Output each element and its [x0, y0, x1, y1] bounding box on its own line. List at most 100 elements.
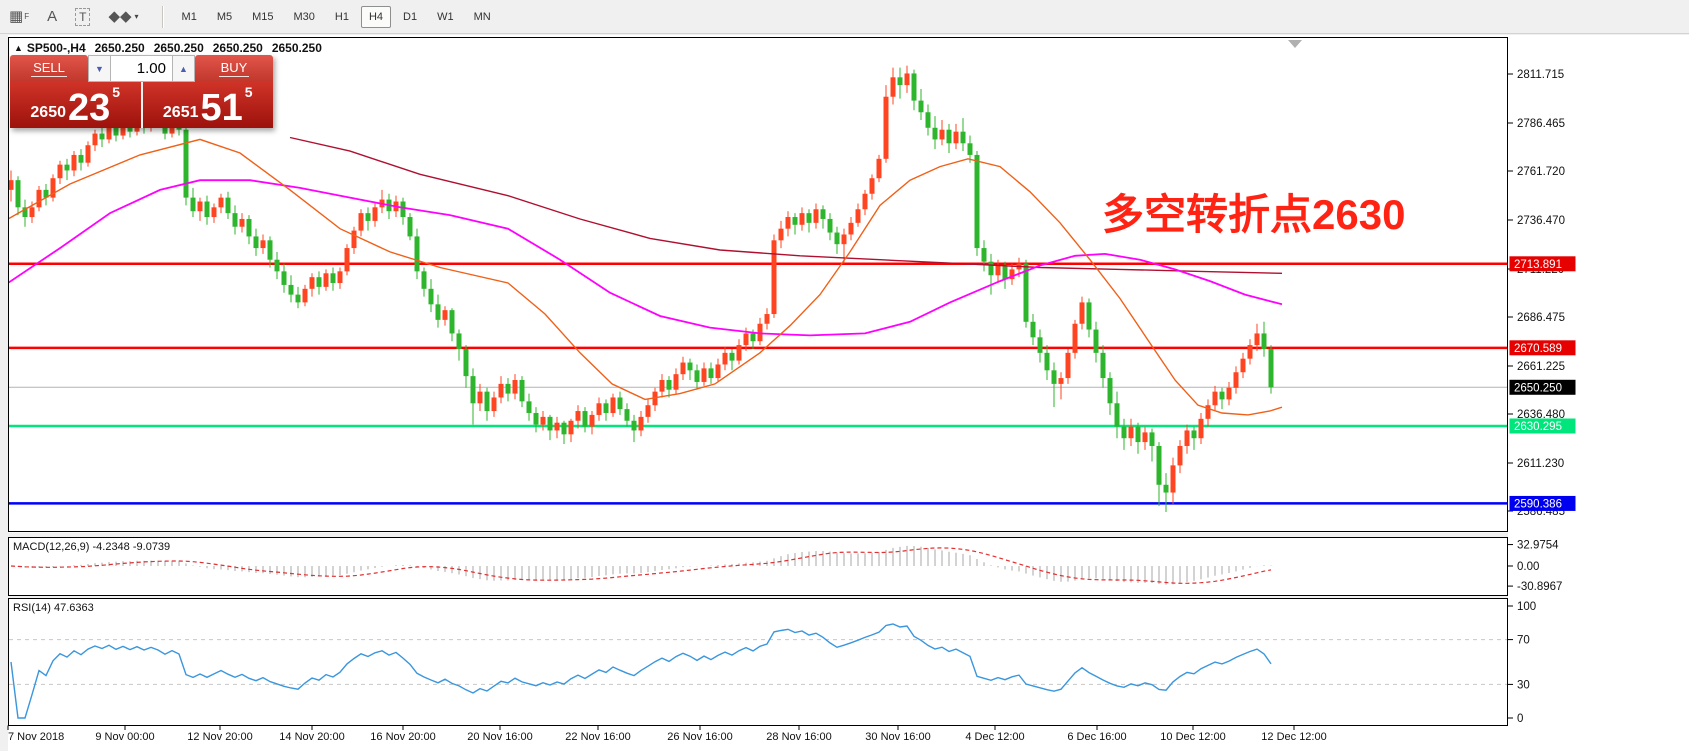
price-tag-label: 2713.891 [1514, 259, 1562, 271]
price-tag-2713.891 [1509, 256, 1576, 272]
candle-body [946, 129, 952, 144]
candle-body [918, 100, 924, 113]
candle-body [855, 209, 861, 223]
candle-body [463, 348, 469, 377]
quote-close: 2650.250 [271, 41, 322, 55]
timeframe-button-m15[interactable]: M15 [252, 10, 274, 23]
candle-body [22, 207, 28, 218]
candle-body [813, 209, 819, 223]
ma-slow-darkred [289, 136, 1283, 274]
timeframe-button-w1[interactable]: W1 [437, 10, 454, 23]
time-axis-label: 4 Dec 12:00 [965, 731, 1025, 743]
quote-open: 2650.250 [94, 41, 145, 55]
candle-body [547, 416, 553, 431]
macd-pane[interactable] [8, 537, 1508, 596]
candle-body [974, 154, 980, 249]
macd-histogram [17, 545, 1272, 585]
candle-body [323, 273, 329, 287]
candles-group[interactable] [9, 65, 1274, 512]
timeframe-button-mn[interactable]: MN [473, 10, 491, 23]
buy-button[interactable]: BUY [195, 55, 273, 82]
candle-body [939, 129, 945, 140]
timeframe-button-m30[interactable]: M30 [293, 10, 315, 23]
timeframe-button-h4[interactable]: H4 [360, 5, 392, 28]
sell-button[interactable]: SELL [10, 55, 88, 82]
timeframe-button-m5[interactable]: M5 [216, 10, 233, 23]
candle-body [106, 125, 112, 140]
price-tick-label: 2661.225 [1517, 361, 1565, 373]
candle-body [1198, 418, 1204, 439]
candle-body [1044, 352, 1050, 371]
chart-shift-marker-icon[interactable] [1288, 40, 1302, 48]
dropdown-arrow-icon[interactable]: ▾ [134, 11, 139, 21]
timeframe-button-d1[interactable]: D1 [403, 10, 418, 23]
candle-body [778, 228, 784, 241]
volume-increase-button[interactable]: ▲ [172, 55, 195, 82]
pane-divider[interactable] [8, 532, 1508, 538]
buy-price-base: 2651 [162, 104, 199, 121]
candle-body [582, 411, 588, 427]
sell-price-big: 23 [68, 86, 111, 129]
candle-body [316, 277, 322, 287]
candle-body [120, 123, 126, 136]
candle-body [337, 271, 343, 283]
candle-body [9, 180, 14, 190]
macd-signal-line [10, 547, 1272, 584]
buy-price-big: 51 [200, 86, 243, 129]
macd-value-main: -4.2348 [92, 541, 130, 553]
volume-decrease-button[interactable]: ▼ [88, 55, 111, 82]
candle-body [484, 391, 490, 412]
rsi-tick-label: 0 [1517, 713, 1523, 725]
timeframe-button-m1[interactable]: M1 [181, 10, 197, 23]
time-axis-label: 12 Dec 12:00 [1261, 731, 1327, 743]
candle-body [1261, 333, 1267, 349]
candle-body [1086, 302, 1092, 330]
macd-tick-label: 32.9754 [1517, 540, 1559, 552]
candle-body [442, 310, 448, 320]
price-tick-label: 2786.465 [1517, 118, 1565, 130]
candle-body [869, 178, 875, 194]
candle-body [785, 217, 791, 229]
candle-body [617, 397, 623, 410]
symbol-triangle-icon: ▲ [14, 43, 23, 53]
candle-body [1170, 465, 1176, 493]
candle-body [841, 234, 847, 245]
quote-high: 2650.250 [153, 41, 204, 55]
timeframe-button-h1[interactable]: H1 [334, 10, 349, 23]
candle-body [43, 189, 49, 198]
chart-annotation-text: 多空转折点2630 [1102, 191, 1406, 238]
volume-input[interactable]: 1.00 [111, 55, 172, 82]
tick-chart-icon[interactable]: ▦ F [9, 7, 30, 25]
price-tick-label: 2636.480 [1517, 409, 1565, 421]
shapes-icon[interactable]: ◆◆ ▾ [108, 7, 139, 25]
ma-medium-magenta [9, 179, 1283, 337]
candle-body [281, 271, 287, 285]
candle-body [183, 129, 189, 198]
text-box-icon[interactable]: T [71, 6, 94, 28]
candle-body [1254, 333, 1260, 346]
candle-body [659, 380, 665, 392]
time-axis-label: 10 Dec 12:00 [1160, 731, 1226, 743]
rsi-line [10, 623, 1272, 719]
candle-body [1002, 265, 1008, 280]
rsi-pane[interactable] [8, 598, 1508, 726]
buy-price[interactable]: 2651 51 5 [142, 82, 273, 129]
candle-body [1247, 345, 1253, 359]
candle-body [1093, 329, 1099, 353]
candle-body [253, 236, 259, 249]
candle-body [400, 201, 406, 218]
candle-body [862, 193, 868, 210]
candle-body [701, 368, 707, 382]
candle-body [792, 217, 798, 225]
sell-price[interactable]: 2650 23 5 [10, 82, 143, 128]
candle-body [988, 261, 994, 276]
candle-body [232, 213, 238, 227]
pane-divider[interactable] [8, 596, 1508, 598]
candle-body [806, 213, 812, 223]
candle-body [631, 420, 637, 431]
time-axis-label: 30 Nov 16:00 [865, 731, 931, 743]
text-label-icon[interactable]: A [47, 7, 58, 25]
candle-body [1135, 426, 1141, 443]
